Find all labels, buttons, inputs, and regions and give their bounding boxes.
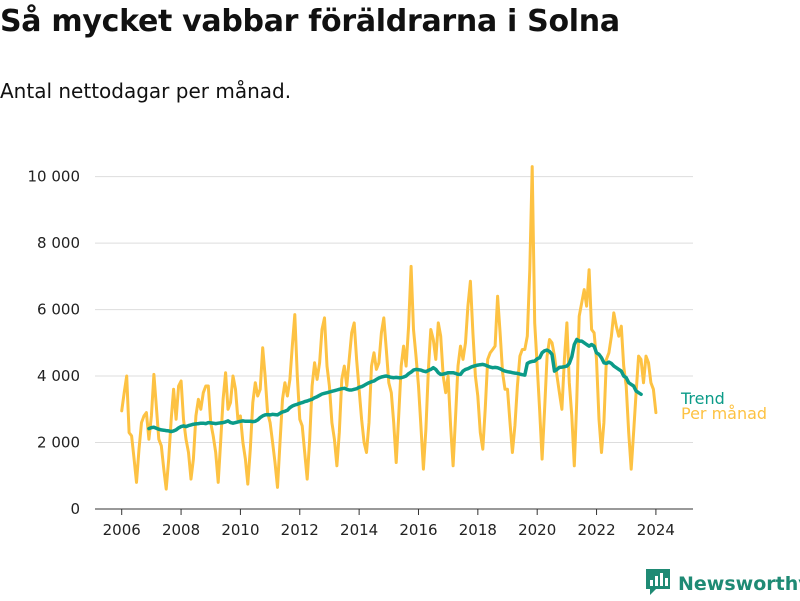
x-tick-label: 2022 [577,521,615,539]
brand-name: Newsworthy [678,573,800,595]
page-subtitle: Antal nettodagar per månad. [0,79,292,103]
x-tick-label: 2012 [281,521,319,539]
monthly-line [120,165,658,491]
trend-line [147,337,643,434]
newsworthy-brand: Newsworthy [644,568,800,600]
page-title: Så mycket vabbar föräldrarna i Solna [0,4,620,39]
y-tick-label: 6 000 [37,301,80,319]
x-tick-label: 2020 [518,521,556,539]
y-tick-label: 4 000 [37,367,80,385]
axes: 0 2 000 4 000 6 000 8 000 10 000 2006 2008 2010 2… [28,168,693,539]
series-lines [120,165,658,491]
x-tick-label: 2024 [637,521,675,539]
bar-chart-logo-icon [644,567,672,601]
x-tick-label: 2008 [162,521,200,539]
x-tick-label: 2018 [459,521,497,539]
x-tick-label: 2016 [399,521,437,539]
x-tick-label: 2014 [340,521,378,539]
trend-label: Trend [680,389,725,408]
y-tick-label: 10 000 [28,168,81,186]
y-tick-label: 2 000 [37,434,80,452]
y-tick-label: 8 000 [37,234,80,252]
y-tick-label: 0 [70,500,80,518]
monthly-label: Per månad [681,404,767,423]
x-tick-label: 2006 [103,521,141,539]
x-tick-label: 2010 [221,521,259,539]
